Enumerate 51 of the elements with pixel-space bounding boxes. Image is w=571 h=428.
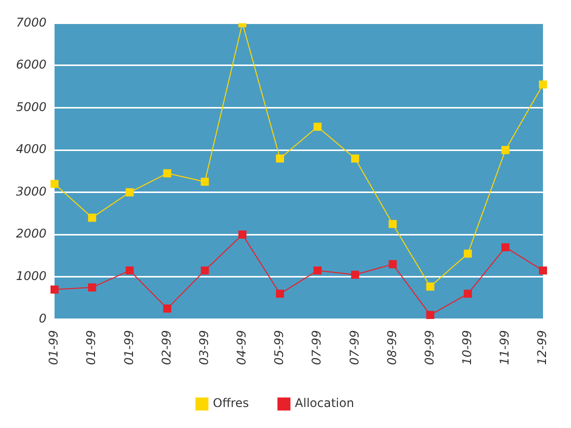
point <box>464 290 472 298</box>
point <box>200 266 209 275</box>
point <box>126 266 134 275</box>
point <box>163 169 172 178</box>
x-tick-label: 12-99 <box>535 330 550 366</box>
point <box>501 146 510 154</box>
x-tick-label: 08-99 <box>384 330 399 366</box>
legend-label: Offres <box>212 396 249 410</box>
point <box>426 310 434 319</box>
point <box>388 260 397 268</box>
y-tick-label: 4000 <box>16 142 47 156</box>
x-tick-label: 10-99 <box>460 330 474 366</box>
x-tick-label: 04-99 <box>234 330 249 366</box>
x-tick-label: 02-99 <box>159 330 174 366</box>
y-tick-label: 7000 <box>16 15 47 30</box>
point <box>464 250 472 258</box>
x-tick-label: 09-99 <box>422 330 436 366</box>
point <box>126 188 134 196</box>
point <box>538 80 548 89</box>
point <box>276 154 284 163</box>
x-tick-label: 11-99 <box>498 330 512 366</box>
point <box>501 243 510 252</box>
point <box>276 290 284 298</box>
y-tick-label: 3000 <box>16 184 47 198</box>
point <box>538 266 548 275</box>
point <box>426 282 434 291</box>
point <box>314 266 322 275</box>
point <box>50 180 59 188</box>
legend-label: Allocation <box>294 396 354 410</box>
point <box>200 178 209 186</box>
y-tick-label: 6000 <box>16 58 47 72</box>
x-tick-label: 01-99 <box>84 330 98 366</box>
point <box>50 286 59 294</box>
point <box>163 304 172 313</box>
y-tick-label: 2000 <box>16 226 47 241</box>
x-tick-label: 07-99 <box>310 330 324 366</box>
y-tick-label: 5000 <box>16 100 47 114</box>
x-tick-label: 07-99 <box>347 330 362 366</box>
point <box>88 214 96 222</box>
x-tick-label: 03-99 <box>196 330 211 366</box>
x-tick-label: 05-99 <box>272 330 286 366</box>
point <box>88 283 96 292</box>
x-tick-label: 01-99 <box>122 330 136 366</box>
point <box>351 154 360 163</box>
y-tick-label: 0 <box>38 311 47 326</box>
point <box>388 220 397 228</box>
x-tick-label: 01-99 <box>46 330 61 366</box>
point <box>314 122 322 131</box>
y-tick-label: 1000 <box>16 268 47 283</box>
point <box>351 270 360 279</box>
point <box>238 230 246 239</box>
